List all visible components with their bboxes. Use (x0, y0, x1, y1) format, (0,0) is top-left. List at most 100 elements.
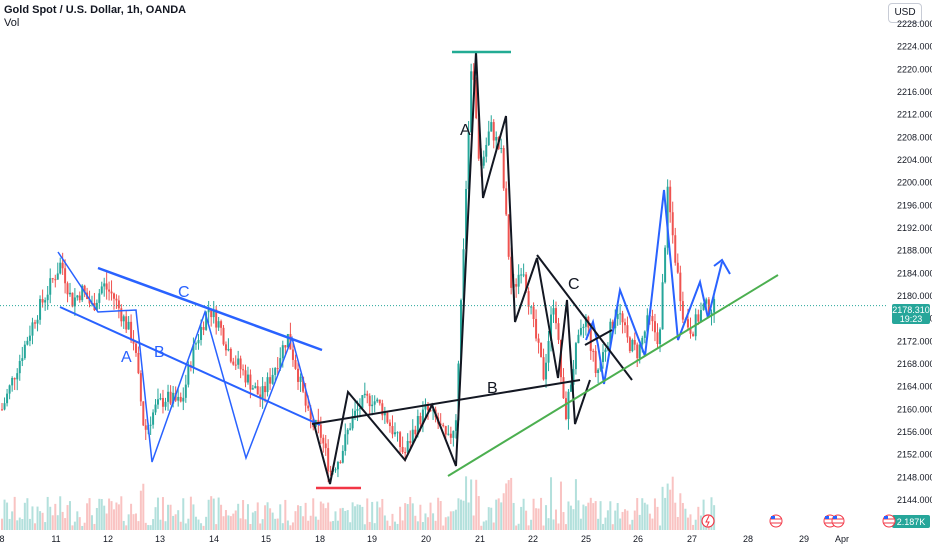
volume-bar (302, 516, 305, 530)
candle-body (495, 136, 498, 141)
candle-body (112, 293, 115, 299)
candle-body (636, 344, 639, 359)
volume-bar (495, 499, 498, 530)
last-price-tag: 2178.310 19:23 (892, 304, 930, 324)
volume-bar (606, 510, 609, 530)
volume-bar (684, 508, 687, 530)
us-flag-event-icon-3[interactable] (831, 514, 845, 528)
candle-body (137, 352, 140, 374)
candle-body (212, 309, 215, 318)
candle-body (592, 350, 595, 352)
volume-bar (207, 499, 210, 530)
volume-bar (442, 525, 445, 530)
candle-body (161, 398, 164, 407)
candle-body (76, 295, 79, 298)
us-flag-event-icon-4[interactable] (882, 514, 896, 528)
volume-bar (152, 519, 155, 530)
volume-bar (485, 520, 488, 530)
candle-body (169, 391, 172, 404)
price-axis[interactable]: 2144.000 2148.000 2152.000 2156.000 2160.000… (897, 19, 932, 505)
price-tick-label: 2212.000 (897, 110, 932, 120)
volume-bar (681, 502, 684, 530)
candle-body (46, 294, 49, 301)
candle-body (472, 71, 475, 80)
volume-bar (200, 523, 203, 530)
flash-event-icon[interactable] (701, 514, 715, 528)
volume-bar (358, 504, 361, 530)
candle-body (31, 322, 34, 336)
candle-body (64, 268, 67, 284)
event-icons[interactable] (701, 514, 896, 528)
candle-body (44, 300, 47, 303)
candle-body (604, 349, 607, 353)
volume-bar (13, 496, 16, 530)
chart-drawings[interactable]: A B C A B C (57, 50, 779, 490)
time-axis[interactable]: 8 11 12 13 14 15 18 19 20 21 22 25 26 27 28 29 Apr (0, 534, 849, 544)
volume-bar (399, 506, 402, 530)
candle-body (616, 313, 619, 320)
volume-bar (144, 522, 147, 530)
volume-bar (220, 504, 223, 530)
candle-body (406, 440, 409, 453)
black-trendline-b[interactable] (311, 379, 581, 425)
volume-bar (602, 523, 605, 530)
candle-body (205, 312, 208, 330)
volume-bar (299, 506, 302, 530)
volume-bar (217, 497, 220, 530)
us-flag-event-icon[interactable] (769, 514, 783, 528)
volume-bar (604, 517, 607, 530)
volume-bar (266, 502, 269, 530)
price-tick-label: 2164.000 (897, 382, 932, 392)
candle-body (232, 361, 235, 365)
candle-body (105, 283, 108, 290)
volume-bar (93, 523, 96, 530)
candle-body (641, 337, 644, 345)
candle-body (159, 398, 162, 400)
volume-bar (579, 518, 582, 530)
blue-channel-upper-line[interactable] (97, 266, 323, 352)
volume-value: 2.187K (897, 517, 926, 527)
black-trendline-c[interactable] (536, 254, 633, 381)
volume-bar (480, 525, 483, 530)
volume-bar (409, 496, 412, 530)
candle-body (132, 340, 135, 344)
volume-bar (626, 510, 629, 530)
volume-bar (110, 501, 113, 530)
candle-body (291, 349, 294, 360)
candle-body (378, 399, 381, 404)
candle-body (467, 132, 470, 189)
candle-body (271, 374, 274, 384)
volume-bar (90, 515, 93, 530)
volume-bar (713, 505, 716, 530)
volume-bar (383, 515, 386, 530)
volume-bar (356, 504, 359, 530)
candle-body (179, 396, 182, 402)
volume-bar (49, 506, 52, 530)
candle-body (217, 321, 220, 328)
candle-body (602, 352, 605, 363)
volume-bar (284, 499, 287, 530)
volume-bar (368, 521, 371, 530)
candle-body (676, 262, 679, 273)
volume-bar (472, 515, 475, 530)
volume-bar (611, 524, 614, 530)
black-small-segment[interactable] (584, 329, 613, 346)
volume-bar (322, 503, 325, 530)
volume-bar (411, 503, 414, 530)
candle-body (254, 386, 257, 389)
candle-body (234, 364, 237, 366)
candle-body (184, 384, 187, 398)
currency-button[interactable]: USD (888, 3, 922, 23)
volume-bar (11, 511, 14, 530)
volume-bar (100, 499, 103, 530)
blue-zigzag-left[interactable] (57, 251, 316, 463)
blue-arrow-path[interactable] (707, 261, 723, 319)
candle-body (664, 247, 667, 283)
volume-bar (81, 525, 84, 530)
candle-body (492, 122, 495, 141)
volume-bar (309, 515, 312, 530)
green-support-line[interactable] (447, 274, 779, 477)
blue-channel-lower-line[interactable] (59, 306, 321, 426)
candle-body (28, 335, 31, 341)
